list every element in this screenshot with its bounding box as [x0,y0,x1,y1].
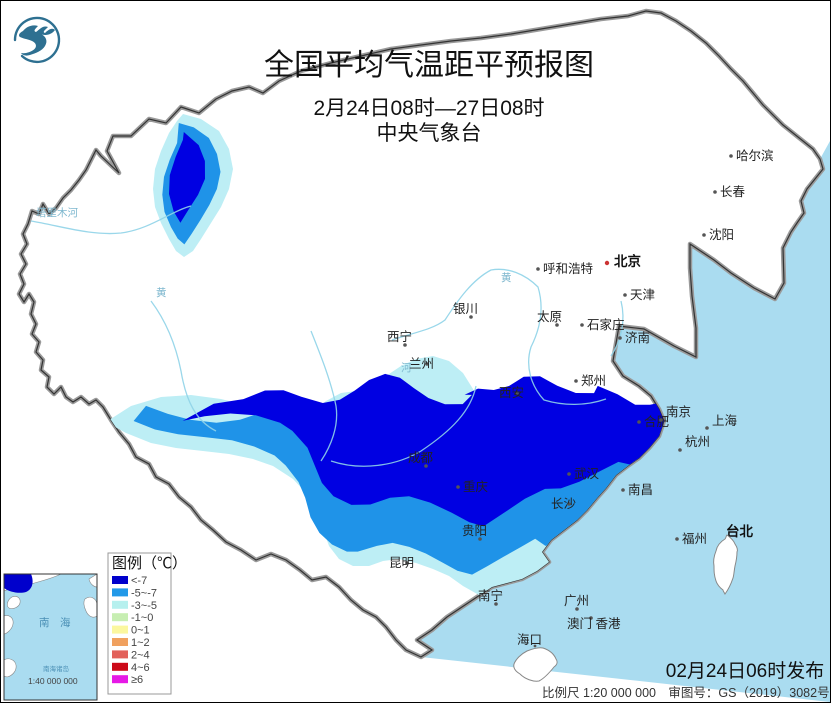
svg-text:南海诸岛: 南海诸岛 [43,664,69,673]
svg-text:西安: 西安 [499,385,524,400]
svg-text:西宁: 西宁 [387,329,412,344]
svg-text:银川: 银川 [453,302,478,316]
svg-text:重庆: 重庆 [463,479,489,494]
svg-text:天津: 天津 [630,288,655,302]
svg-text:1~2: 1~2 [131,637,150,649]
svg-text:贵阳: 贵阳 [462,524,487,538]
svg-text:福州: 福州 [682,531,707,546]
svg-text:0~1: 0~1 [131,625,150,637]
svg-text:黄: 黄 [501,271,512,284]
svg-text:中央气象台: 中央气象台 [377,122,482,145]
svg-text:南宁: 南宁 [478,588,503,603]
svg-text:哈尔滨: 哈尔滨 [736,148,774,163]
svg-text:4~6: 4~6 [131,662,150,674]
svg-text:-3~-5: -3~-5 [131,600,157,612]
svg-text:2月24日08时—27日08时: 2月24日08时—27日08时 [313,97,544,120]
svg-text:昆明: 昆明 [389,556,414,570]
svg-text:-1~0: -1~0 [131,612,153,624]
svg-text:黄: 黄 [156,286,167,299]
svg-text:武汉: 武汉 [574,467,600,481]
svg-text:审图号：GS（2019）3082号: 审图号：GS（2019）3082号 [668,685,829,700]
svg-text:南 海: 南 海 [39,616,71,629]
svg-text:台北: 台北 [726,523,754,539]
svg-text:02月24日06时发布: 02月24日06时发布 [666,660,824,682]
svg-text:<-7: <-7 [131,575,147,587]
svg-text:2~4: 2~4 [131,649,150,661]
svg-text:广州: 广州 [564,594,589,608]
svg-text:沈阳: 沈阳 [709,227,734,242]
svg-text:比例尺 1:20 000 000: 比例尺 1:20 000 000 [542,686,656,700]
svg-text:呼和浩特: 呼和浩特 [543,261,593,276]
svg-text:上海: 上海 [712,413,738,428]
svg-text:北京: 北京 [614,253,641,269]
svg-text:-5~-7: -5~-7 [131,587,157,599]
svg-text:济南: 济南 [625,330,650,345]
svg-text:杭州: 杭州 [685,434,710,449]
svg-text:石家庄: 石家庄 [587,317,625,332]
svg-text:塔里木河: 塔里木河 [36,206,78,219]
svg-text:长春: 长春 [720,185,746,199]
svg-text:1:40 000 000: 1:40 000 000 [28,676,78,686]
svg-text:图例（℃）: 图例（℃） [112,555,187,572]
svg-text:澳门 香港: 澳门 香港 [567,616,621,631]
svg-text:长沙: 长沙 [551,497,577,511]
svg-text:南京: 南京 [666,404,691,419]
svg-text:全国平均气温距平预报图: 全国平均气温距平预报图 [264,49,594,82]
svg-text:≥6: ≥6 [131,674,143,686]
svg-text:成都: 成都 [408,451,434,465]
svg-text:郑州: 郑州 [581,373,606,388]
svg-text:兰州: 兰州 [409,357,434,371]
svg-text:太原: 太原 [537,309,562,324]
svg-text:海口: 海口 [517,632,542,647]
svg-text:南昌: 南昌 [628,482,653,497]
